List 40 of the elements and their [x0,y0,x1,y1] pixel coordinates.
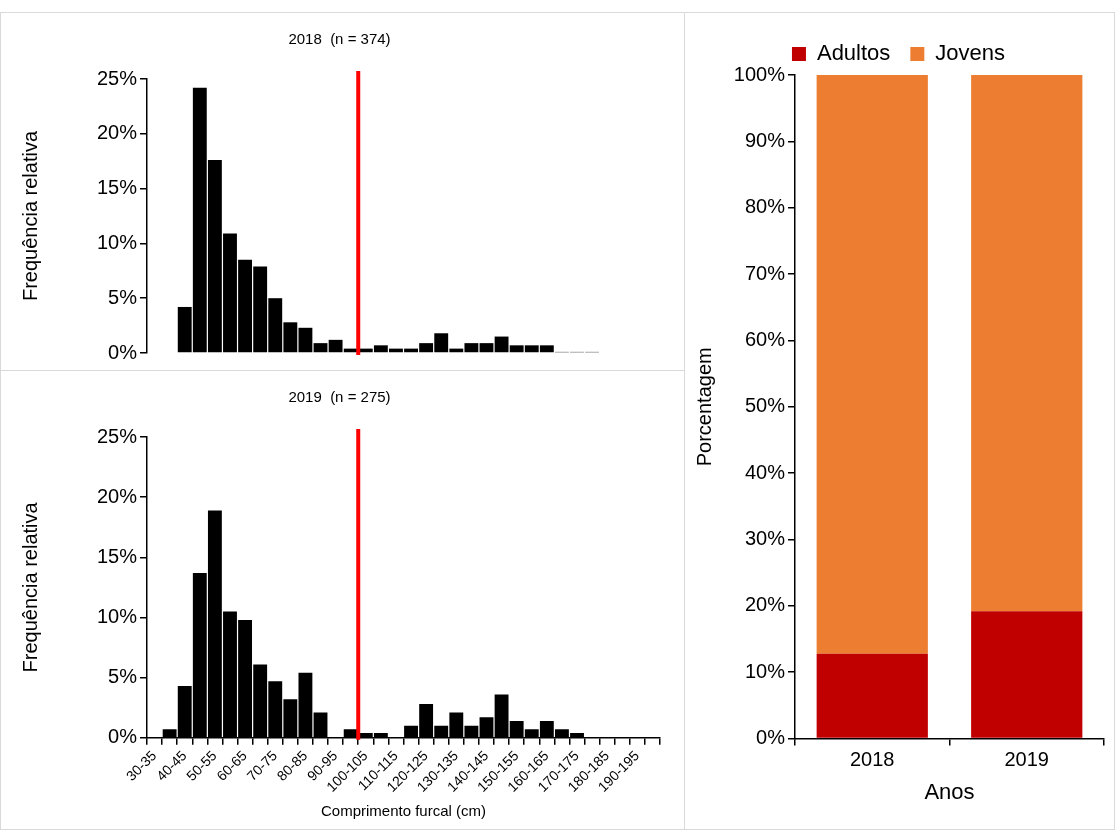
chart-title: 2019 (n = 275) [288,388,391,406]
y-tick-label: 20% [96,121,138,144]
x-axis-title: Comprimento furcal (cm) [320,802,487,820]
y-tick-label: 100% [733,62,786,85]
y-tick-label: 80% [744,195,786,218]
y-tick-label: 0% [108,340,138,363]
y-tick-label: 10% [744,659,786,682]
y-tick-label: 40% [744,460,786,483]
y-tick-label: 15% [96,176,138,199]
bar [816,75,928,654]
x-axis-title: Anos [924,778,975,804]
y-tick-label: 25% [96,66,138,89]
bar [479,343,494,353]
y-tick-label: 20% [744,593,786,616]
y-tick-label: 60% [744,327,786,350]
bar [971,611,1083,738]
x-tick-label: 2019 [1004,748,1049,771]
y-tick-label: 90% [744,128,786,151]
y-tick-label: 25% [96,424,138,447]
y-tick-label: 0% [756,726,786,749]
chart-title: 2018 (n = 374) [288,30,391,48]
y-tick-label: 70% [744,261,786,284]
legend-label: Adultos [816,40,891,66]
bar [971,75,1083,612]
y-tick-label: 20% [96,484,138,507]
y-tick-label: 30% [744,527,786,550]
y-axis-title: Frequência relativa [18,501,41,673]
bar [816,653,928,738]
y-axis-title: Frequência relativa [18,130,41,302]
y-tick-label: 10% [96,230,138,253]
y-tick-label: 0% [108,725,138,748]
y-tick-label: 10% [96,604,138,627]
y-tick-label: 50% [744,394,786,417]
legend-label: Jovens [935,40,1006,66]
y-tick-label: 5% [108,665,138,688]
y-tick-label: 5% [108,285,138,308]
y-tick-label: 15% [96,544,138,567]
x-tick-label: 2018 [850,748,895,771]
bar [313,343,328,353]
y-axis-title: Porcentagem [692,347,715,467]
